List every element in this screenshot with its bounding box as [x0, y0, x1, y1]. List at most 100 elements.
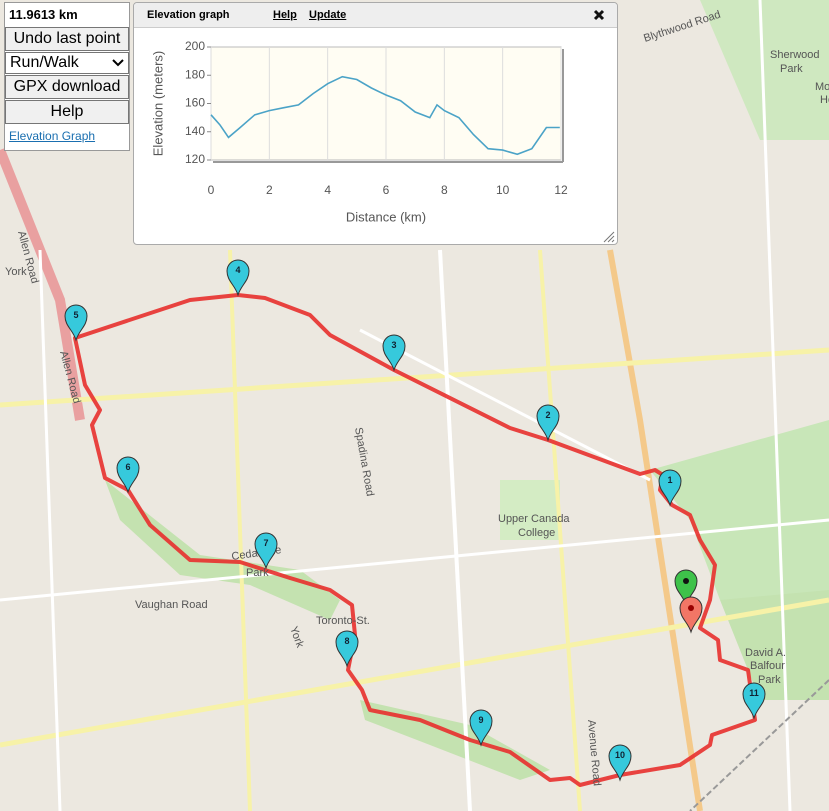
km-marker: 8	[335, 630, 359, 668]
road	[758, 0, 792, 811]
road	[438, 249, 472, 811]
y-tick-label: 200	[185, 39, 205, 53]
park	[650, 420, 829, 600]
map-label: Balfour	[750, 660, 785, 672]
pin-shape	[658, 469, 682, 507]
x-tick-label: 0	[208, 183, 215, 197]
km-marker: 2	[536, 404, 560, 442]
pin-shape	[116, 456, 140, 494]
km-marker-label: 1	[667, 475, 672, 485]
mode-value: Run/Walk	[10, 54, 79, 71]
park	[720, 590, 829, 700]
road	[359, 328, 651, 482]
pin-shape	[674, 569, 698, 607]
map-label: York	[5, 266, 27, 278]
x-tick-label: 4	[324, 183, 331, 197]
map-label: College	[518, 527, 555, 539]
pin-shape	[608, 744, 632, 782]
highway	[0, 148, 85, 421]
elevation-panel: Elevation graph Help Update 0 2 4 6 8 10 12 120…	[133, 2, 618, 245]
map-label: Sherwood	[770, 49, 820, 61]
km-marker-label: 10	[615, 750, 625, 760]
undo-button[interactable]: Undo last point	[5, 27, 129, 51]
km-marker: 6	[116, 456, 140, 494]
map-label: Park	[758, 674, 781, 686]
pin-shape	[254, 532, 278, 570]
pin-shape	[536, 404, 560, 442]
map-label: David A.	[745, 647, 786, 659]
major-road	[538, 249, 582, 811]
pin-dot	[688, 605, 694, 611]
km-marker: 1	[658, 469, 682, 507]
route-markers: 1 2 3 4 5 6 7 8 9 10 11	[64, 259, 766, 782]
map-label: Park	[246, 567, 269, 579]
map-label: Avenue Road	[585, 719, 603, 786]
pin-shape	[679, 596, 703, 634]
km-marker-label: 7	[263, 538, 268, 548]
pin-shape	[335, 630, 359, 668]
mode-select[interactable]: Run/Walk	[5, 52, 129, 74]
pin-shape	[226, 259, 250, 297]
start-marker	[674, 569, 698, 607]
km-marker: 4	[226, 259, 250, 297]
pin-shape	[742, 682, 766, 720]
elevation-line	[210, 75, 560, 156]
park	[360, 700, 550, 780]
map-label: Toronto-St.	[316, 615, 370, 627]
distance: 11.9613 km	[9, 7, 78, 22]
km-marker: 3	[382, 334, 406, 372]
km-marker-label: 9	[478, 715, 483, 725]
x-tick-label: 8	[441, 183, 448, 197]
map-label: Upper Canada	[498, 513, 570, 525]
km-marker-label: 4	[235, 265, 240, 275]
help-button[interactable]: Help	[5, 100, 129, 124]
map-label: Vaughan Road	[135, 599, 208, 611]
km-marker: 7	[254, 532, 278, 570]
major-road	[0, 347, 829, 408]
x-tick-label: 6	[383, 183, 390, 197]
gpx-button[interactable]: GPX download	[5, 75, 129, 99]
y-tick-label: 120	[185, 152, 205, 166]
resize-grip	[603, 231, 615, 243]
x-tick-label: 12	[554, 183, 568, 197]
km-marker-label: 8	[344, 636, 349, 646]
map-label: Mount	[815, 81, 829, 93]
map-label: Park	[780, 63, 803, 75]
km-marker: 10	[608, 744, 632, 782]
x-axis-title: Distance (km)	[346, 209, 426, 224]
elevation-chart: 0 2 4 6 8 10 12 120 140 160 180 200 Distance (km) Ele…	[150, 39, 615, 243]
map-label: Hope C	[820, 94, 829, 106]
update-link[interactable]: Update	[309, 9, 347, 21]
km-marker-label: 3	[391, 340, 396, 350]
chevron	[112, 59, 124, 67]
park	[105, 480, 340, 620]
park	[700, 0, 829, 140]
x-tick-label: 2	[266, 183, 273, 197]
km-marker: 9	[469, 709, 493, 747]
km-marker-label: 6	[125, 462, 130, 472]
close-button[interactable]	[593, 9, 605, 21]
panel-header: Elevation graph Help Update	[134, 3, 617, 28]
elevation-link[interactable]: Elevation Graph	[9, 129, 96, 143]
y-axis-title: Elevation (meters)	[150, 51, 165, 156]
pin-shape	[382, 334, 406, 372]
km-marker: 5	[64, 304, 88, 342]
road	[0, 518, 829, 602]
y-tick-label: 140	[185, 124, 205, 138]
km-marker: 11	[742, 682, 766, 720]
park	[500, 480, 560, 540]
km-marker-label: 2	[545, 410, 550, 420]
pin-shape	[469, 709, 493, 747]
panel-title: Elevation graph	[147, 9, 230, 21]
y-tick-label: 180	[185, 67, 205, 81]
pin-shape	[64, 304, 88, 342]
help-link[interactable]: Help	[273, 9, 297, 21]
sidebar: 11.9613 km Undo last point Run/Walk GPX …	[4, 2, 130, 151]
route	[73, 293, 757, 787]
major-road	[607, 249, 703, 811]
road	[38, 249, 62, 811]
major-road	[228, 249, 252, 811]
pin-dot	[683, 578, 689, 584]
